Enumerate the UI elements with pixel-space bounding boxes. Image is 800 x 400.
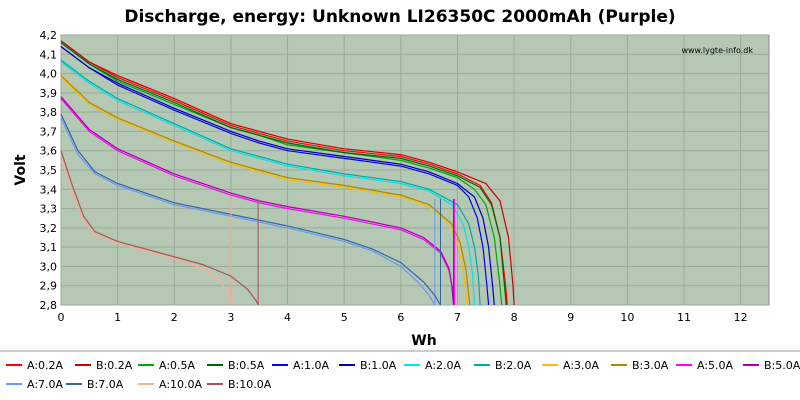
series-line-b-2-0a <box>60 59 481 306</box>
x-tick-label: 9 <box>567 311 574 324</box>
y-tick-label: 3,0 <box>40 260 58 273</box>
series-line-a-10-0a <box>60 160 232 306</box>
series-line-b-0-5a <box>60 42 507 306</box>
series-line-a-3-0a <box>60 76 468 306</box>
x-axis-label: Wh <box>411 333 436 349</box>
legend-label: A:0.5A <box>159 359 196 372</box>
watermark: www.lygte-info.dk <box>681 46 753 55</box>
grid <box>60 34 769 306</box>
x-tick-label: 11 <box>677 311 691 324</box>
y-tick-label: 4,1 <box>40 48 58 61</box>
legend-label: B:7.0A <box>87 378 124 391</box>
series-line-b-3-0a <box>60 75 471 306</box>
series-group <box>60 40 515 306</box>
series-line-a-1-0a <box>60 46 490 306</box>
y-tick-label: 2,9 <box>40 280 58 293</box>
legend-item: A:1.0A <box>272 359 330 372</box>
series-line-a-7-0a <box>60 117 436 306</box>
legend-label: A:0.2A <box>27 359 64 372</box>
series-line-a-0-5a <box>60 42 503 306</box>
legend: A:0.2A B:0.2A A:0.5A B:0.5A A:1.0A B:1.0A A:2.… <box>6 359 800 391</box>
legend-item: B:10.0A <box>207 378 272 391</box>
x-tick-label: 4 <box>284 311 291 324</box>
legend-label: A:5.0A <box>697 359 734 372</box>
x-tick-label: 8 <box>511 311 518 324</box>
y-tick-label: 3,6 <box>40 145 58 158</box>
legend-item: A:5.0A <box>676 359 734 372</box>
chart-title: Discharge, energy: Unknown LI26350C 2000… <box>124 7 675 27</box>
legend-label: B:2.0A <box>495 359 532 372</box>
y-tick-label: 3,5 <box>40 164 58 177</box>
legend-label: B:1.0A <box>360 359 397 372</box>
legend-label: A:7.0A <box>27 378 64 391</box>
y-tick-label: 4,0 <box>40 68 58 81</box>
legend-item: B:7.0A <box>66 378 124 391</box>
series-line-b-7-0a <box>60 113 442 306</box>
y-tick-label: 4,2 <box>40 29 58 42</box>
x-axis-ticks: 0 1 2 3 4 5 6 7 8 9 10 11 12 <box>58 311 748 324</box>
x-tick-label: 6 <box>397 311 404 324</box>
x-tick-label: 10 <box>620 311 634 324</box>
legend-item: B:1.0A <box>339 359 397 372</box>
series-line-a-5-0a <box>60 98 456 306</box>
x-tick-label: 1 <box>114 311 121 324</box>
x-tick-label: 3 <box>227 311 234 324</box>
x-tick-label: 5 <box>341 311 348 324</box>
legend-item: A:2.0A <box>404 359 462 372</box>
x-tick-label: 12 <box>734 311 748 324</box>
y-tick-label: 3,4 <box>40 183 58 196</box>
y-tick-label: 3,7 <box>40 125 58 138</box>
legend-label: B:0.5A <box>228 359 265 372</box>
y-axis-ticks: 2,8 2,9 3,0 3,1 3,2 3,3 3,4 3,5 3,6 3,7 3,8 3,9 4,0 4… <box>40 29 58 312</box>
y-tick-label: 2,8 <box>40 299 58 312</box>
y-tick-label: 3,3 <box>40 203 58 216</box>
series-line-b-5-0a <box>60 96 455 306</box>
legend-item: B:5.0A <box>743 359 800 372</box>
legend-label: A:10.0A <box>159 378 203 391</box>
legend-label: B:10.0A <box>228 378 272 391</box>
y-axis-label: Volt <box>13 154 29 185</box>
x-tick-label: 0 <box>58 311 65 324</box>
legend-label: B:0.2A <box>96 359 133 372</box>
legend-label: B:3.0A <box>632 359 669 372</box>
legend-item: A:3.0A <box>542 359 600 372</box>
legend-label: B:5.0A <box>764 359 800 372</box>
legend-label: A:2.0A <box>425 359 462 372</box>
legend-item: A:0.2A <box>6 359 64 372</box>
series-line-b-10-0a <box>60 150 259 306</box>
series-line-a-2-0a <box>60 61 476 306</box>
legend-item: B:2.0A <box>474 359 532 372</box>
y-tick-label: 3,9 <box>40 87 58 100</box>
legend-item: B:0.5A <box>207 359 265 372</box>
legend-item: A:0.5A <box>138 359 196 372</box>
legend-item: B:3.0A <box>611 359 669 372</box>
y-tick-label: 3,1 <box>40 241 58 254</box>
series-line-b-1-0a <box>60 46 495 306</box>
y-tick-label: 3,2 <box>40 222 58 235</box>
legend-item: A:7.0A <box>6 378 64 391</box>
legend-label: A:1.0A <box>293 359 330 372</box>
x-tick-label: 7 <box>454 311 461 324</box>
legend-label: A:3.0A <box>563 359 600 372</box>
legend-item: B:0.2A <box>75 359 133 372</box>
legend-item: A:10.0A <box>138 378 203 391</box>
x-tick-label: 2 <box>171 311 178 324</box>
y-tick-label: 3,8 <box>40 106 58 119</box>
series-line-b-0-2a <box>60 40 515 306</box>
